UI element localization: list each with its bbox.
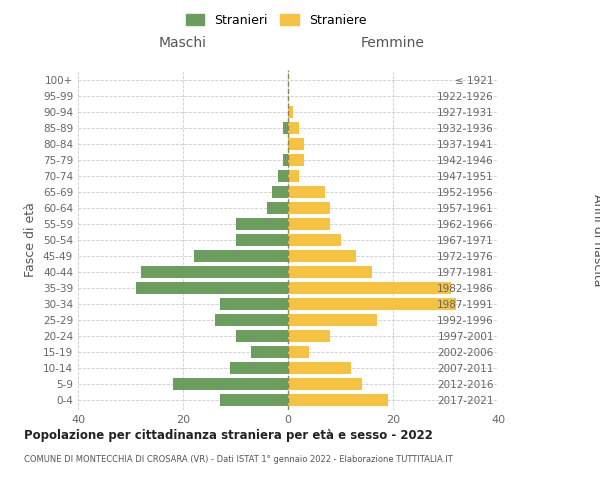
Bar (288, 186, 325, 198)
Bar (283, 122, 288, 134)
Bar (267, 202, 288, 214)
Bar (288, 138, 304, 150)
Bar (136, 282, 288, 294)
Bar (288, 234, 341, 246)
Bar (288, 266, 372, 278)
Bar (235, 330, 288, 342)
Bar (288, 154, 304, 166)
Text: Popolazione per cittadinanza straniera per età e sesso - 2022: Popolazione per cittadinanza straniera p… (24, 430, 433, 442)
Bar (288, 314, 377, 326)
Bar (251, 346, 288, 358)
Bar (235, 234, 288, 246)
Legend: Stranieri, Straniere: Stranieri, Straniere (185, 14, 367, 26)
Bar (288, 346, 309, 358)
Bar (288, 282, 451, 294)
Bar (288, 170, 299, 182)
Text: Maschi: Maschi (159, 36, 207, 50)
Bar (193, 250, 288, 262)
Bar (235, 218, 288, 230)
Bar (215, 314, 288, 326)
Bar (288, 362, 351, 374)
Bar (272, 186, 288, 198)
Y-axis label: Fasce di età: Fasce di età (25, 202, 37, 278)
Bar (230, 362, 288, 374)
Bar (288, 250, 356, 262)
Bar (288, 394, 388, 406)
Text: COMUNE DI MONTECCHIA DI CROSARA (VR) - Dati ISTAT 1° gennaio 2022 - Elaborazione: COMUNE DI MONTECCHIA DI CROSARA (VR) - D… (24, 455, 453, 464)
Bar (141, 266, 288, 278)
Bar (220, 298, 288, 310)
Bar (220, 394, 288, 406)
Text: Femmine: Femmine (361, 36, 425, 50)
Bar (288, 378, 361, 390)
Bar (173, 378, 288, 390)
Bar (288, 298, 456, 310)
Bar (283, 154, 288, 166)
Bar (288, 330, 330, 342)
Bar (277, 170, 288, 182)
Bar (288, 218, 330, 230)
Text: Anni di nascita: Anni di nascita (590, 194, 600, 286)
Bar (288, 106, 293, 118)
Bar (288, 122, 299, 134)
Bar (288, 202, 330, 214)
